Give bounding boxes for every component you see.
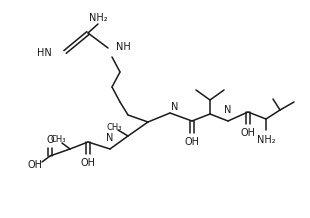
Text: NH: NH <box>116 42 131 52</box>
Text: N: N <box>171 102 178 112</box>
Text: OH: OH <box>81 158 95 168</box>
Text: OH: OH <box>184 137 200 147</box>
Text: N: N <box>106 133 114 143</box>
Text: OH: OH <box>28 160 42 170</box>
Text: O: O <box>46 135 54 145</box>
Text: NH₂: NH₂ <box>257 135 275 145</box>
Text: HN: HN <box>37 48 52 58</box>
Text: N: N <box>224 105 232 115</box>
Text: NH₂: NH₂ <box>89 13 107 23</box>
Text: CH₃: CH₃ <box>106 124 122 133</box>
Text: CH₃: CH₃ <box>50 136 66 145</box>
Text: OH: OH <box>241 128 255 138</box>
